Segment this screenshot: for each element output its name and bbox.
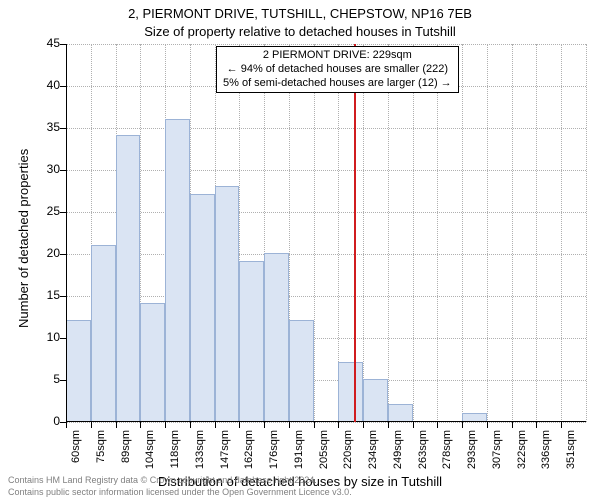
gridline-v bbox=[413, 44, 415, 422]
x-tick bbox=[91, 422, 92, 428]
histogram-bar bbox=[338, 362, 363, 421]
gridline-h bbox=[66, 296, 586, 298]
x-tick bbox=[413, 422, 414, 428]
x-tick-label: 234sqm bbox=[367, 430, 379, 478]
gridline-v bbox=[536, 44, 538, 422]
x-tick bbox=[437, 422, 438, 428]
x-tick-label: 220sqm bbox=[342, 430, 354, 478]
page-title-line1: 2, PIERMONT DRIVE, TUTSHILL, CHEPSTOW, N… bbox=[0, 6, 600, 21]
y-tick-label: 0 bbox=[30, 414, 60, 428]
histogram-bar bbox=[165, 119, 190, 421]
x-tick bbox=[289, 422, 290, 428]
x-tick-label: 118sqm bbox=[169, 430, 181, 478]
y-tick-label: 5 bbox=[30, 372, 60, 386]
x-tick-label: 191sqm bbox=[293, 430, 305, 478]
histogram-bar bbox=[215, 186, 240, 421]
gridline-v bbox=[437, 44, 439, 422]
x-tick bbox=[190, 422, 191, 428]
x-tick-label: 205sqm bbox=[318, 430, 330, 478]
x-tick bbox=[487, 422, 488, 428]
x-tick-label: 278sqm bbox=[441, 430, 453, 478]
y-tick-label: 20 bbox=[30, 246, 60, 260]
gridline-h bbox=[66, 422, 586, 424]
marker-line bbox=[354, 44, 356, 422]
gridline-h bbox=[66, 212, 586, 214]
histogram-bar bbox=[66, 320, 91, 421]
x-tick-label: 336sqm bbox=[540, 430, 552, 478]
chart-root: 2, PIERMONT DRIVE, TUTSHILL, CHEPSTOW, N… bbox=[0, 0, 600, 500]
x-tick bbox=[462, 422, 463, 428]
gridline-v bbox=[314, 44, 316, 422]
x-tick bbox=[536, 422, 537, 428]
gridline-v bbox=[388, 44, 390, 422]
x-tick-label: 263sqm bbox=[417, 430, 429, 478]
x-tick-label: 147sqm bbox=[219, 430, 231, 478]
x-tick bbox=[388, 422, 389, 428]
x-tick bbox=[140, 422, 141, 428]
gridline-v bbox=[363, 44, 365, 422]
gridline-h bbox=[66, 128, 586, 130]
x-tick bbox=[116, 422, 117, 428]
x-tick-label: 307sqm bbox=[491, 430, 503, 478]
gridline-h bbox=[66, 170, 586, 172]
footer-line1: Contains HM Land Registry data © Crown c… bbox=[8, 475, 317, 485]
histogram-bar bbox=[264, 253, 289, 421]
x-axis-line bbox=[66, 421, 586, 422]
callout-box: 2 PIERMONT DRIVE: 229sqm← 94% of detache… bbox=[216, 46, 459, 93]
y-tick-label: 15 bbox=[30, 288, 60, 302]
y-axis-title: Number of detached properties bbox=[16, 149, 31, 328]
y-tick-label: 25 bbox=[30, 204, 60, 218]
x-tick-label: 322sqm bbox=[516, 430, 528, 478]
y-tick-label: 30 bbox=[30, 162, 60, 176]
callout-line1: 2 PIERMONT DRIVE: 229sqm bbox=[223, 49, 452, 63]
y-axis-line bbox=[66, 44, 67, 422]
x-tick bbox=[66, 422, 67, 428]
histogram-bar bbox=[289, 320, 314, 421]
gridline-v bbox=[462, 44, 464, 422]
histogram-bar bbox=[190, 194, 215, 421]
histogram-bar bbox=[140, 303, 165, 421]
y-tick-label: 35 bbox=[30, 120, 60, 134]
x-tick bbox=[561, 422, 562, 428]
histogram-bar bbox=[363, 379, 388, 421]
x-tick bbox=[215, 422, 216, 428]
x-tick bbox=[314, 422, 315, 428]
histogram-bar bbox=[91, 245, 116, 421]
callout-line2: ← 94% of detached houses are smaller (22… bbox=[223, 63, 452, 77]
x-tick-label: 249sqm bbox=[392, 430, 404, 478]
histogram-bar bbox=[388, 404, 413, 421]
gridline-v bbox=[561, 44, 563, 422]
x-tick-label: 75sqm bbox=[95, 430, 107, 478]
callout-line3: 5% of semi-detached houses are larger (1… bbox=[223, 77, 452, 91]
page-title-line2: Size of property relative to detached ho… bbox=[0, 24, 600, 39]
gridline-v bbox=[512, 44, 514, 422]
histogram-bar bbox=[462, 413, 487, 421]
footer-line2: Contains public sector information licen… bbox=[8, 487, 352, 497]
x-tick bbox=[239, 422, 240, 428]
x-tick-label: 293sqm bbox=[466, 430, 478, 478]
histogram-bar bbox=[239, 261, 264, 421]
y-tick-label: 10 bbox=[30, 330, 60, 344]
x-tick bbox=[363, 422, 364, 428]
x-tick-label: 162sqm bbox=[243, 430, 255, 478]
x-tick-label: 89sqm bbox=[120, 430, 132, 478]
x-tick-label: 133sqm bbox=[194, 430, 206, 478]
x-tick bbox=[264, 422, 265, 428]
gridline-v bbox=[586, 44, 588, 422]
y-tick-label: 40 bbox=[30, 78, 60, 92]
gridline-h bbox=[66, 254, 586, 256]
gridline-v bbox=[487, 44, 489, 422]
plot-area: 2 PIERMONT DRIVE: 229sqm← 94% of detache… bbox=[66, 44, 586, 422]
x-tick-label: 176sqm bbox=[268, 430, 280, 478]
x-tick bbox=[165, 422, 166, 428]
x-tick-label: 351sqm bbox=[565, 430, 577, 478]
x-tick-label: 104sqm bbox=[144, 430, 156, 478]
x-tick bbox=[512, 422, 513, 428]
x-tick-label: 60sqm bbox=[70, 430, 82, 478]
y-tick-label: 45 bbox=[30, 36, 60, 50]
x-tick bbox=[338, 422, 339, 428]
histogram-bar bbox=[116, 135, 141, 421]
